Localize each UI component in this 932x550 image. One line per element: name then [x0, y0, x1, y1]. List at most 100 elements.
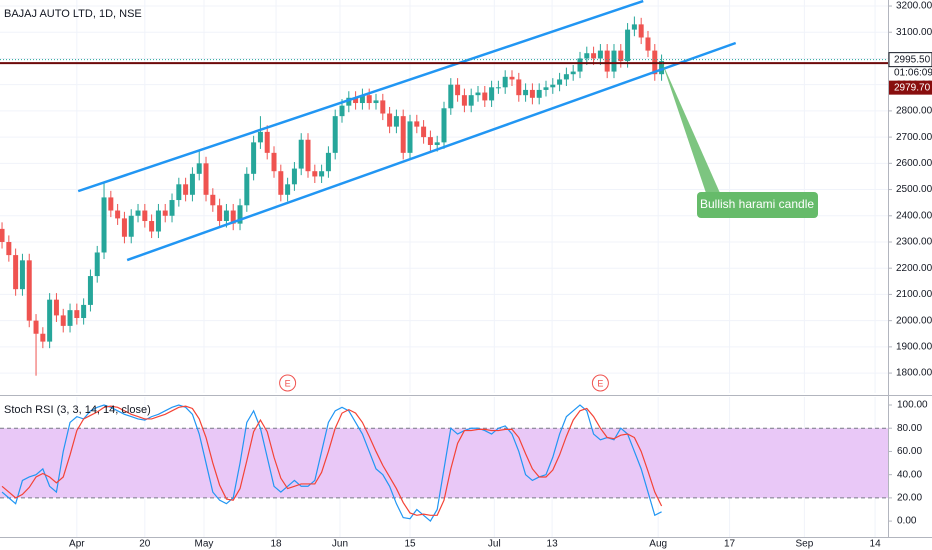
- candle-body: [285, 184, 291, 195]
- candle-body: [33, 320, 39, 334]
- candle-body: [291, 168, 297, 185]
- candle-body: [121, 218, 127, 237]
- y-tick-label: 40.00: [897, 469, 922, 480]
- candle-body: [196, 163, 202, 174]
- candle-body: [149, 221, 155, 232]
- candle-body: [414, 121, 420, 127]
- candle-body: [325, 152, 331, 172]
- candle-body: [461, 95, 467, 106]
- candle-body: [482, 92, 488, 101]
- candle-body: [455, 84, 461, 96]
- candle-body: [189, 173, 195, 195]
- candle-body: [251, 142, 257, 174]
- y-tick-label: 1900.00: [896, 341, 932, 352]
- candle-body: [115, 210, 121, 219]
- candle-body: [495, 87, 501, 89]
- candle-body: [244, 173, 250, 206]
- candle-body: [468, 95, 474, 106]
- last-price-box: [888, 52, 932, 68]
- y-tick-label: 60.00: [897, 446, 922, 457]
- candle-body: [625, 29, 631, 62]
- candle-body: [217, 205, 223, 222]
- candle-body: [67, 310, 73, 326]
- candle-body: [142, 210, 148, 222]
- candle-body: [53, 299, 59, 316]
- candle-body: [346, 97, 352, 106]
- candle-body: [645, 37, 651, 51]
- candle-body: [373, 100, 379, 104]
- candle-body: [475, 92, 481, 96]
- candle-body: [183, 184, 189, 195]
- candle-body: [6, 241, 12, 256]
- stoch-line: [1, 404, 662, 523]
- candle-body: [387, 113, 393, 127]
- y-tick-label: 100.00: [897, 400, 928, 411]
- stoch-line: [1, 405, 663, 516]
- candle-body: [87, 276, 93, 305]
- y-tick-label: 3200.00: [896, 1, 932, 12]
- candle-body: [203, 163, 209, 195]
- candle-body: [400, 116, 406, 153]
- candle-body: [101, 197, 107, 253]
- candle-body: [94, 252, 100, 277]
- y-tick-label: 3100.00: [896, 27, 932, 38]
- candle-body: [550, 84, 556, 88]
- candle-body: [13, 255, 19, 290]
- candle-body: [298, 139, 304, 169]
- candle-body: [427, 137, 433, 145]
- candle-body: [319, 171, 325, 177]
- candle-body: [264, 131, 270, 153]
- y-tick-label: 0.00: [897, 516, 917, 527]
- stoch-band: [0, 428, 888, 498]
- event-label: E: [285, 378, 291, 388]
- x-tick-label: Sep: [795, 539, 813, 550]
- x-tick-label: Jul: [488, 539, 501, 550]
- y-tick-label: 2800.00: [896, 106, 932, 117]
- candle-body: [529, 89, 535, 98]
- candle-body: [366, 95, 372, 104]
- x-tick-label: 17: [724, 539, 736, 550]
- candle-body: [638, 24, 644, 38]
- y-tick-label: 20.00: [897, 493, 922, 504]
- candle-body: [128, 215, 134, 237]
- candle-body: [543, 87, 549, 90]
- candle-body: [611, 50, 617, 72]
- candle-body: [0, 228, 5, 242]
- x-tick-label: Apr: [69, 539, 85, 550]
- candle-body: [434, 142, 440, 145]
- candle-body: [516, 79, 522, 96]
- event-marker: [591, 374, 609, 392]
- candle-body: [26, 260, 32, 321]
- candle-body: [339, 105, 345, 117]
- candle-body: [631, 24, 637, 30]
- trend-line: [126, 41, 737, 262]
- candle-body: [155, 210, 161, 232]
- candle-body: [557, 79, 563, 85]
- candle-body: [380, 100, 386, 114]
- candle-body: [407, 121, 413, 153]
- x-tick-label: May: [195, 539, 214, 550]
- event-marker: [279, 374, 297, 392]
- candle-body: [135, 210, 141, 216]
- candle-body: [421, 126, 427, 138]
- candle-body: [448, 84, 454, 109]
- candle-body: [230, 210, 236, 224]
- candle-body: [659, 61, 665, 75]
- y-tick-label: 2200.00: [896, 263, 932, 274]
- candle-body: [237, 205, 243, 224]
- close-label-box: [889, 80, 932, 95]
- candle-body: [47, 299, 53, 342]
- y-tick-label: 2300.00: [896, 237, 932, 248]
- candle-body: [278, 171, 284, 195]
- indicator-title: Stoch RSI (3, 3, 14, 14, close): [4, 404, 151, 416]
- x-tick-label: Jun: [332, 539, 348, 550]
- candle-body: [523, 89, 529, 96]
- countdown: 01:06:09: [894, 67, 932, 78]
- annotation-pointer: [661, 61, 720, 193]
- candle-body: [223, 210, 229, 222]
- candle-body: [536, 89, 542, 98]
- annotation-text: Bullish harami candle: [700, 197, 814, 211]
- y-tick-label: 80.00: [897, 423, 922, 434]
- candle-body: [597, 50, 603, 59]
